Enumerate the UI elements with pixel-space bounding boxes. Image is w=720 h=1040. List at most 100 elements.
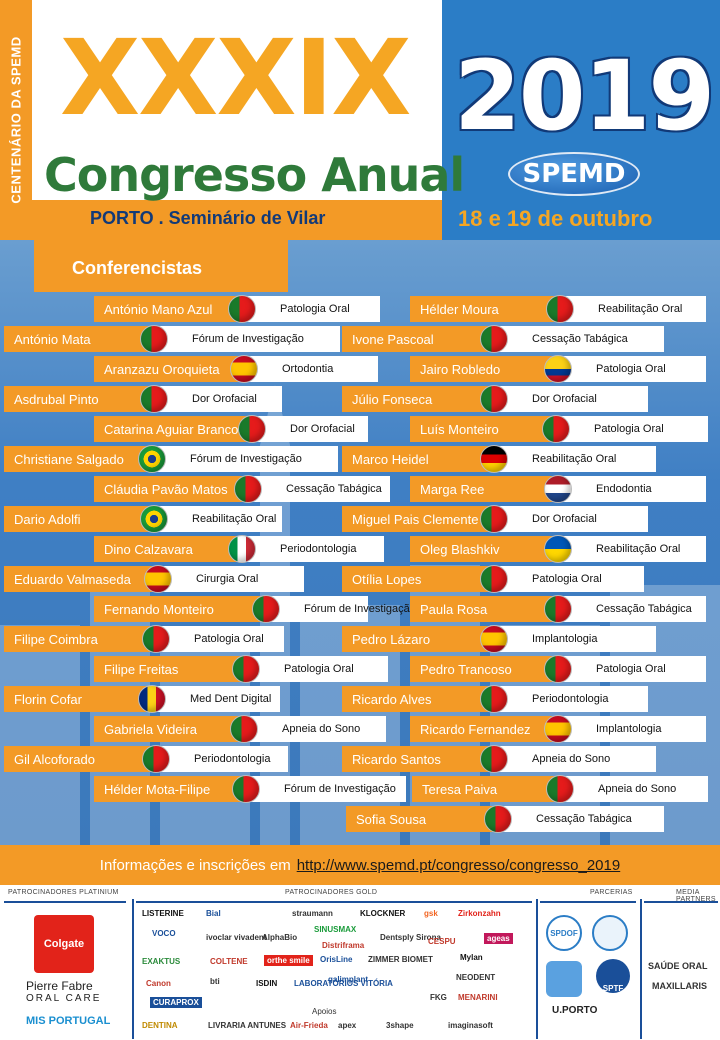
speaker-name: Asdrubal Pinto — [4, 386, 152, 412]
speaker-row: Fernando Monteiro Fórum de Investigação — [94, 595, 416, 623]
speaker-name: Paula Rosa — [410, 596, 556, 622]
flag-pt-icon — [546, 295, 574, 323]
speaker-row: Júlio Fonseca Dor Orofacial — [342, 385, 648, 413]
speaker-row: Gil Alcoforado Periodontologia — [4, 745, 288, 773]
speaker-row: Asdrubal Pinto Dor Orofacial — [4, 385, 282, 413]
gold-sponsor-logo: gsk — [424, 909, 438, 918]
speaker-name: Filipe Coimbra — [4, 626, 154, 652]
flag-pt-icon — [140, 325, 168, 353]
event-title: Congresso Anual — [44, 148, 465, 202]
speaker-topic: Cirurgia Oral — [156, 566, 304, 592]
speaker-row: Jairo Robledo Patologia Oral — [410, 355, 706, 383]
gold-sponsor-logo: Mylan — [460, 953, 483, 962]
speaker-name: Ivone Pascoal — [342, 326, 492, 352]
speaker-name: Otília Lopes — [342, 566, 492, 592]
flag-pt-icon — [480, 565, 508, 593]
apoio-logo: DENTINA — [142, 1021, 178, 1030]
flag-de-icon — [480, 445, 508, 473]
speaker-row: Marco Heidel Reabilitação Oral — [342, 445, 656, 473]
speaker-topic: Reabilitação Oral — [558, 296, 706, 322]
speaker-row: Teresa Paiva Apneia do Sono — [412, 775, 708, 803]
divider — [136, 901, 532, 903]
gold-sponsor-logo: MENARINI — [458, 993, 498, 1002]
speaker-row: Hélder Moura Reabilitação Oral — [410, 295, 706, 323]
spdof-logo: SPDOF — [546, 915, 582, 951]
speaker-name: Luís Monteiro — [410, 416, 554, 442]
speaker-topic: Cessação Tabágica — [556, 596, 706, 622]
event-year: 2019 — [454, 40, 715, 152]
speaker-topic: Endodontia — [556, 476, 706, 502]
speaker-row: Aranzazu Oroquieta Ortodontia — [94, 355, 378, 383]
speaker-name: Aranzazu Oroquieta — [94, 356, 242, 382]
speaker-name: Gil Alcoforado — [4, 746, 154, 772]
flag-pt-icon — [228, 295, 256, 323]
edition-number: XXXIX — [60, 17, 411, 139]
speaker-row: Ricardo Fernandez Implantologia — [410, 715, 706, 743]
speaker-row: Dino Calzavara Periodontologia — [94, 535, 384, 563]
apoio-logo: imaginasoft — [448, 1021, 493, 1030]
saude-oral-logo: SAÚDE ORAL — [648, 961, 708, 971]
speaker-row: António Mata Fórum de Investigação — [4, 325, 340, 353]
speakers-tab — [34, 240, 288, 292]
flag-es-icon — [144, 565, 172, 593]
gold-sponsor-logo: ageas — [484, 933, 513, 944]
speaker-row: Eduardo Valmaseda Cirurgia Oral — [4, 565, 304, 593]
speaker-topic: Dor Orofacial — [250, 416, 368, 442]
speaker-row: Paula Rosa Cessação Tabágica — [410, 595, 706, 623]
speaker-row: Filipe Freitas Patologia Oral — [94, 655, 388, 683]
speaker-row: Gabriela Videira Apneia do Sono — [94, 715, 386, 743]
partners-label: PARCERIAS — [590, 889, 633, 896]
flag-pt-icon — [252, 595, 280, 623]
flag-pt-icon — [544, 595, 572, 623]
speaker-name: Filipe Freitas — [94, 656, 244, 682]
speaker-name: Sofia Sousa — [346, 806, 496, 832]
speaker-row: Ricardo Alves Periodontologia — [342, 685, 648, 713]
gold-sponsor-logo: galimplant — [328, 975, 369, 984]
info-text: Informações e inscrições em — [99, 856, 291, 874]
speaker-name: Florin Cofar — [4, 686, 150, 712]
speaker-name: Dario Adolfi — [4, 506, 152, 532]
speaker-row: Hélder Mota-Filipe Fórum de Investigação — [94, 775, 406, 803]
gold-sponsor-logo: SINUSMAX — [314, 925, 357, 934]
gold-sponsor-logo: COLTENE — [210, 957, 248, 966]
registration-link[interactable]: http://www.spemd.pt/congresso/congresso_… — [296, 856, 621, 874]
apoio-logo: 3shape — [386, 1021, 414, 1030]
flag-pt-icon — [480, 685, 508, 713]
speaker-name: Cláudia Pavão Matos — [94, 476, 246, 502]
speaker-topic: Periodontologia — [492, 686, 648, 712]
speaker-name: Pedro Trancoso — [410, 656, 556, 682]
flag-pt-icon — [142, 745, 170, 773]
location-band — [32, 200, 442, 240]
sptf-logo: SPTF — [596, 959, 630, 993]
pierre-fabre-logo: Pierre Fabre — [26, 979, 93, 993]
gold-sponsor-logo: orthe smile — [264, 955, 313, 966]
speakers-title: Conferencistas — [72, 258, 203, 278]
event-dates: 18 e 19 de outubro — [458, 206, 653, 231]
speaker-topic: Implantologia — [492, 626, 656, 652]
speaker-row: Pedro Trancoso Patologia Oral — [410, 655, 706, 683]
divider — [536, 899, 538, 1039]
speaker-row: Oleg Blashkiv Reabilitação Oral — [410, 535, 706, 563]
speaker-topic: Cessação Tabágica — [246, 476, 390, 502]
speaker-topic: Implantologia — [556, 716, 706, 742]
flag-pt-icon — [232, 775, 260, 803]
speaker-name: Teresa Paiva — [412, 776, 558, 802]
gold-sponsor-logo: AlphaBio — [262, 933, 298, 942]
flag-ro-icon — [138, 685, 166, 713]
gold-sponsor-logo: ZIMMER BIOMET — [368, 955, 433, 964]
gold-sponsor-logo: VOCO — [152, 929, 176, 938]
speaker-topic: Dor Orofacial — [492, 506, 648, 532]
flag-co-icon — [544, 355, 572, 383]
gold-sponsor-logo: LISTERINE — [142, 909, 184, 918]
speaker-row: Florin Cofar Med Dent Digital — [4, 685, 280, 713]
flag-br-icon — [138, 445, 166, 473]
flag-pt-icon — [546, 775, 574, 803]
speaker-topic: Patologia Oral — [554, 416, 708, 442]
speaker-name: Júlio Fonseca — [342, 386, 492, 412]
flag-es-icon — [230, 355, 258, 383]
flag-pt-icon — [544, 655, 572, 683]
gold-sponsor-logo: Distriframa — [322, 941, 365, 950]
gold-sponsor-logo: NEODENT — [456, 973, 496, 982]
divider — [540, 901, 636, 903]
speaker-name: Marco Heidel — [342, 446, 492, 472]
